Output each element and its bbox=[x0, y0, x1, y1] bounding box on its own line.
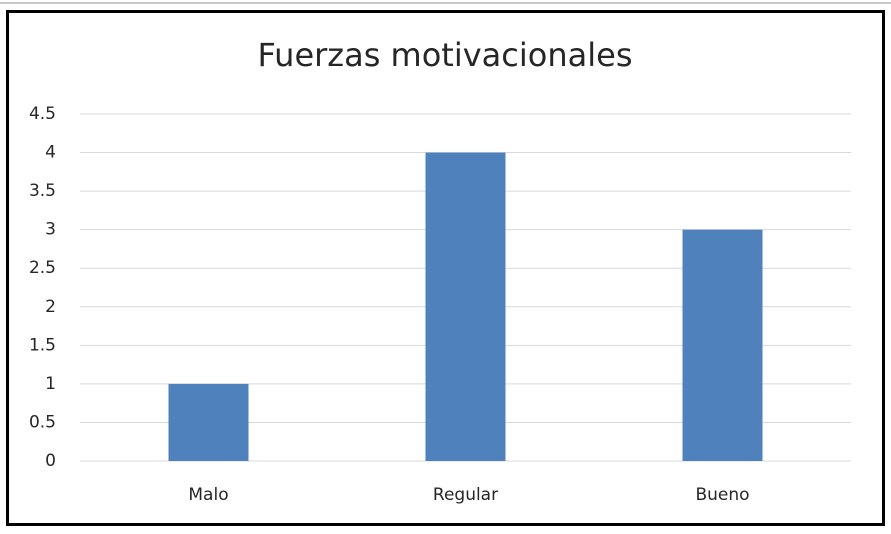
bar bbox=[425, 152, 506, 462]
bar bbox=[682, 229, 763, 461]
y-tick-label: 0.5 bbox=[29, 412, 56, 432]
y-tick-label: 4.5 bbox=[29, 104, 56, 124]
x-tick-label: Bueno bbox=[695, 485, 749, 505]
y-tick-label: 1.5 bbox=[29, 335, 56, 355]
bar bbox=[168, 383, 249, 461]
chart-title: Fuerzas motivacionales bbox=[258, 36, 633, 74]
y-tick-label: 2.5 bbox=[29, 258, 56, 278]
y-tick-label: 0 bbox=[45, 451, 56, 471]
y-tick-label: 1 bbox=[45, 374, 56, 394]
y-tick-label: 2 bbox=[45, 297, 56, 317]
y-tick-label: 3.5 bbox=[29, 181, 56, 201]
x-tick-label: Regular bbox=[433, 485, 498, 505]
y-tick-label: 3 bbox=[45, 220, 56, 240]
y-tick-label: 4 bbox=[45, 143, 56, 163]
x-tick-label: Malo bbox=[188, 485, 228, 505]
